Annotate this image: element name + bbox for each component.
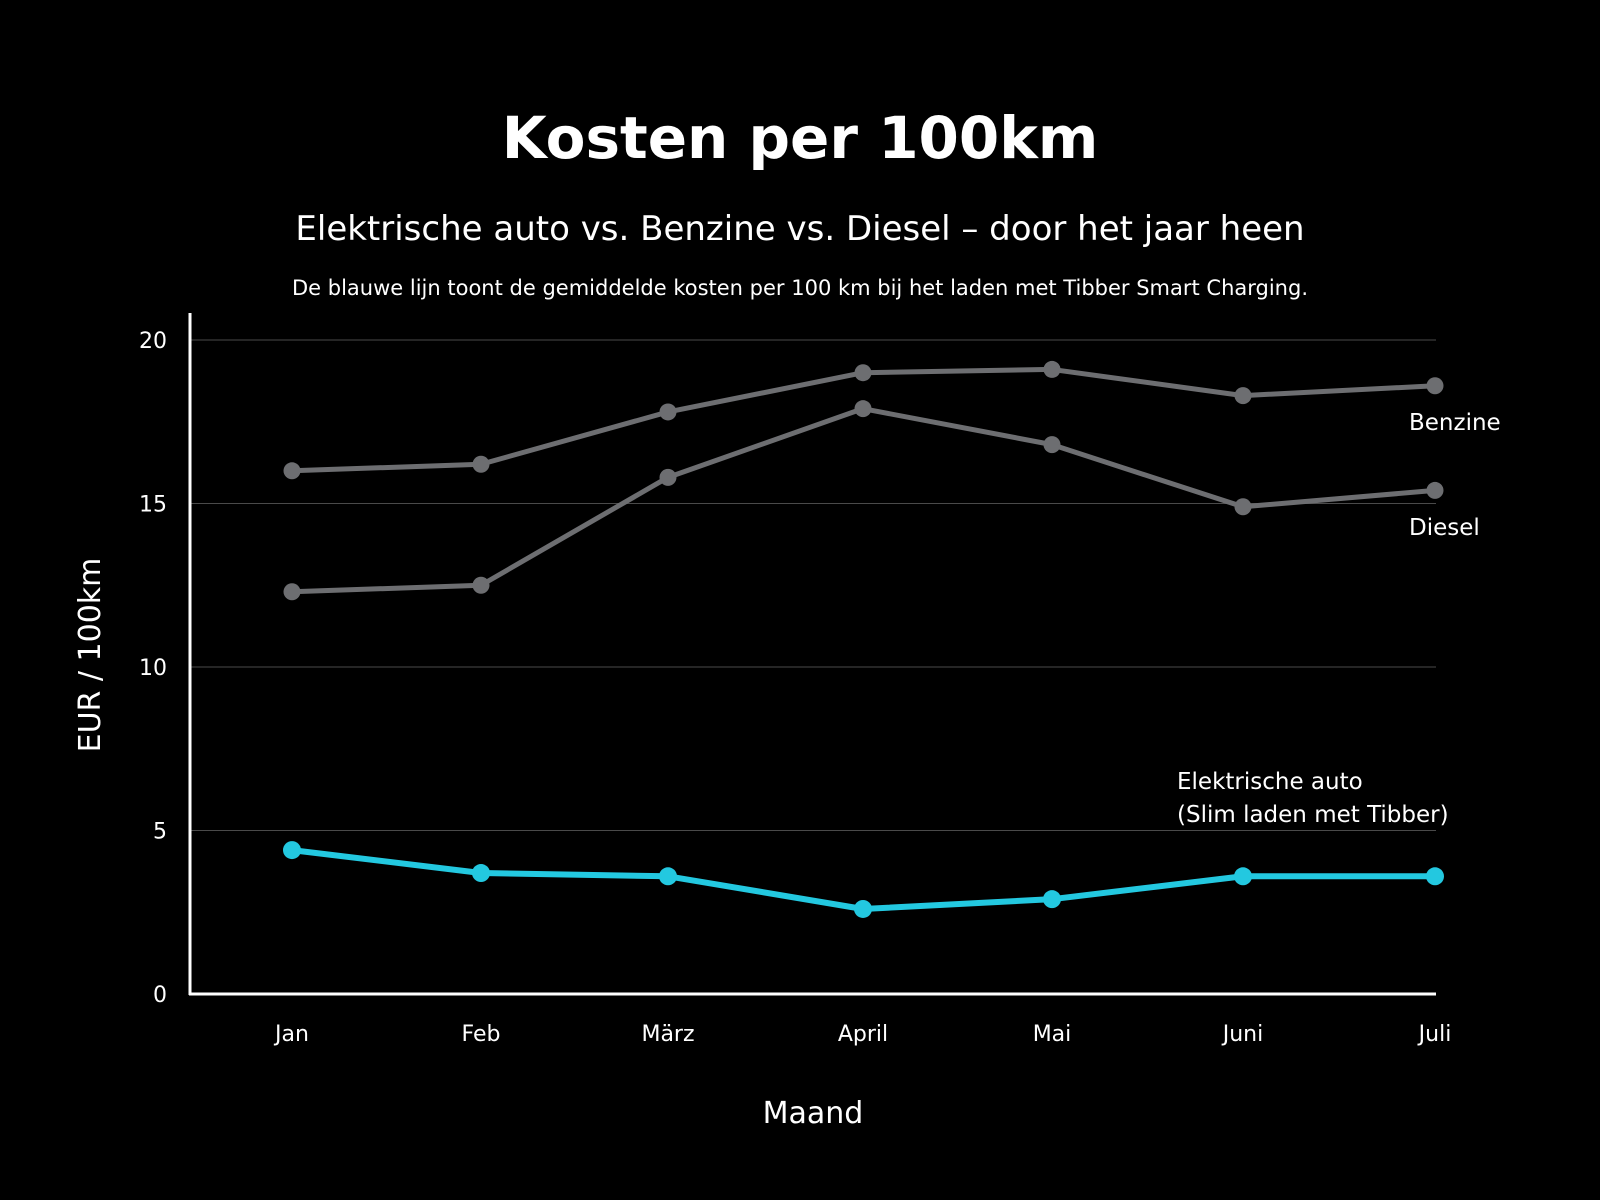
data-point-benzine (854, 364, 872, 382)
data-point-diesel (1043, 436, 1061, 454)
data-point-benzine (1234, 387, 1252, 405)
data-point-elektrische-auto (854, 899, 872, 918)
data-point-benzine (283, 462, 301, 480)
data-point-benzine (472, 455, 490, 473)
grid-lines (190, 339, 1436, 831)
series-line-diesel (289, 406, 1438, 595)
x-tick-label: Juni (1221, 1022, 1264, 1047)
series-line-benzine (289, 366, 1438, 474)
y-tick-label: 0 (153, 983, 167, 1008)
x-axis-title: Maand (763, 1096, 864, 1131)
series-points (283, 360, 1444, 918)
data-point-benzine (659, 403, 677, 421)
series-label-electric: Elektrische auto (1177, 769, 1363, 795)
data-point-elektrische-auto (1234, 867, 1252, 886)
y-tick-label: 20 (139, 329, 167, 354)
x-tick-label: April (838, 1022, 888, 1047)
chart-note: De blauwe lijn toont de gemiddelde koste… (292, 276, 1308, 300)
series-label-diesel: Diesel (1409, 515, 1480, 541)
chart-subtitle: Elektrische auto vs. Benzine vs. Diesel … (295, 209, 1304, 249)
x-tick-label: Jan (273, 1022, 309, 1047)
x-tick-labels: Jan Feb März April Mai Juni Juli (273, 1022, 1451, 1047)
data-point-elektrische-auto (1043, 890, 1061, 909)
y-tick-label: 15 (139, 493, 167, 518)
data-point-benzine (1043, 360, 1061, 378)
data-point-benzine (1426, 377, 1444, 395)
data-point-elektrische-auto (1426, 867, 1444, 886)
x-tick-label: März (641, 1022, 694, 1047)
y-tick-label: 5 (153, 820, 167, 845)
series-label-electric-line2: (Slim laden met Tibber) (1177, 802, 1449, 828)
data-point-elektrische-auto (659, 867, 677, 886)
data-point-diesel (1426, 481, 1444, 499)
chart-title: Kosten per 100km (502, 104, 1099, 172)
data-point-diesel (1234, 498, 1252, 516)
data-point-diesel (283, 583, 301, 601)
x-tick-label: Mai (1033, 1022, 1072, 1047)
data-point-elektrische-auto (283, 841, 301, 860)
series-lines (289, 366, 1438, 912)
data-point-diesel (854, 400, 872, 418)
data-point-diesel (472, 576, 490, 594)
data-point-diesel (659, 468, 677, 486)
y-tick-labels: 0 5 10 15 20 (139, 329, 167, 1008)
y-tick-label: 10 (139, 656, 167, 681)
x-tick-label: Juli (1417, 1022, 1452, 1047)
data-point-elektrische-auto (472, 864, 490, 883)
y-axis-title: EUR / 100km (73, 558, 108, 753)
x-tick-label: Feb (462, 1022, 501, 1047)
series-label-benzine: Benzine (1409, 410, 1501, 436)
